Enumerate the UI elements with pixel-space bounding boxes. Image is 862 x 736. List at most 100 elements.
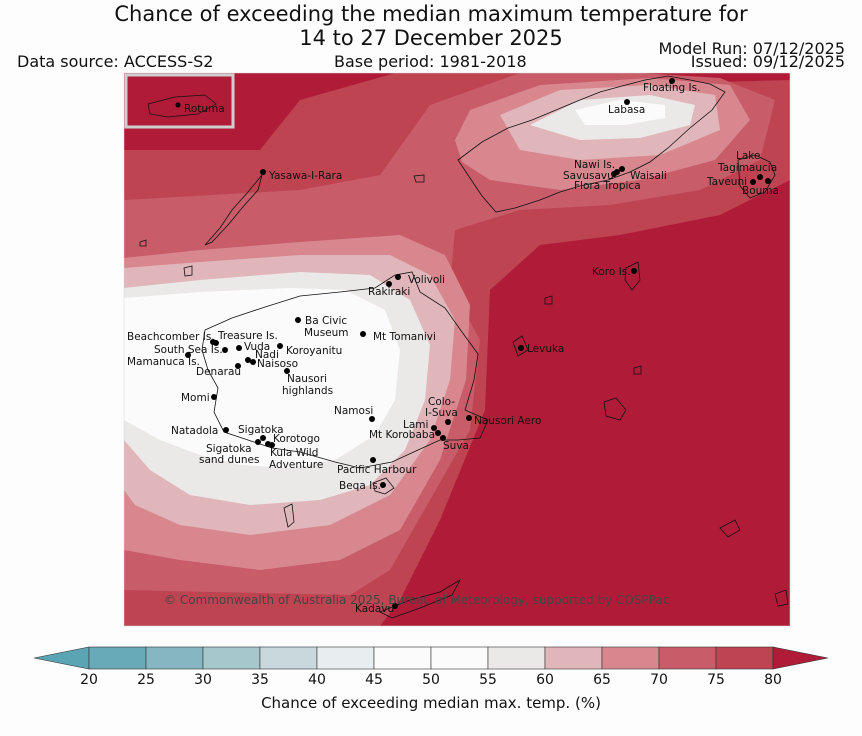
tick-label: 30 [194, 672, 212, 688]
title-line-1: Chance of exceeding the median maximum t… [114, 2, 748, 26]
colorbar-segment [715, 646, 774, 670]
label-lake: Lake [736, 150, 760, 162]
tick-label: 20 [80, 672, 98, 688]
tick-label: 60 [536, 672, 554, 688]
taveuni-coast [737, 154, 776, 199]
koro-coast [624, 261, 641, 291]
marker-koroyanitu [277, 343, 283, 349]
label-adventure: Adventure [269, 459, 323, 471]
label-lami: Lami [403, 419, 428, 431]
marker-suva [440, 435, 446, 441]
marker-waisali [614, 169, 620, 175]
label-nausori-aero: Nausori Aero [474, 415, 541, 427]
colorbar-segment [430, 646, 489, 670]
marker-mt-korobaba [435, 430, 441, 436]
label-i-suva: I-Suva [425, 407, 458, 419]
label-museum: Museum [304, 327, 349, 339]
title-line-2: 14 to 27 December 2025 [299, 26, 563, 50]
marker-denarau [235, 363, 241, 369]
label-bouma: Bouma [742, 185, 779, 197]
copyright-notice: © Commonwealth of Australia 2025, Bureau… [164, 593, 669, 607]
label-namosi: Namosi [334, 405, 373, 417]
label-denarau: Denarau [196, 366, 241, 378]
label-highlands: highlands [282, 385, 333, 397]
label-savusavu: Savusavu [563, 170, 614, 182]
marker-lake-tagimaucia [757, 174, 763, 180]
label-colo: Colo- [428, 396, 455, 408]
marker-sigatoka [260, 435, 266, 441]
tick-label: 75 [707, 672, 725, 688]
colorbar-segment [487, 646, 546, 670]
tick-label: 50 [422, 672, 440, 688]
map-frame [123, 72, 791, 627]
marker-volivoli [395, 274, 401, 280]
marker-taveuni [750, 179, 756, 185]
rotuma-marker [175, 102, 181, 108]
marker-bouma [765, 178, 771, 184]
lau-island-2 [719, 519, 741, 538]
colorbar-segment [658, 646, 717, 670]
vanua-levu-coast [457, 75, 726, 213]
small-island-3 [544, 295, 553, 305]
rotuma-inset: Rotuma [124, 73, 235, 129]
label-beachcomber-is: Beachcomber Is. [127, 331, 215, 343]
model-run: Model Run: 07/12/2025 [658, 39, 846, 58]
tick-label: 45 [365, 672, 383, 688]
label-volivoli: Volivoli [408, 274, 445, 286]
colorbar [33, 646, 829, 670]
label-yasawa-i-rara: Yasawa-I-Rara [268, 170, 342, 182]
lau-island-3 [774, 589, 789, 607]
marker-nausori-aero [466, 415, 472, 421]
marker-floating-is [669, 78, 675, 84]
yasawa-coast [204, 174, 263, 246]
label-momi: Momi [181, 392, 210, 404]
colorbar-segment [259, 646, 318, 670]
label-floating-is: Floating Is. [643, 82, 700, 94]
mamanuca-island [283, 503, 295, 528]
colorbar-segment [544, 646, 603, 670]
base-period: Base period: 1981-2018 [334, 52, 527, 71]
label-ba-civic: Ba Civic [305, 315, 347, 327]
label-natadola: Natadola [171, 425, 218, 437]
marker-kadavu [392, 603, 398, 609]
marker-namosi [369, 416, 375, 422]
label-koroyanitu: Koroyanitu [286, 345, 342, 357]
marker-lami [431, 425, 437, 431]
marker-mamanuca-is [185, 352, 191, 358]
marker-treasure-is [213, 340, 219, 346]
label-korotogo: Korotogo [273, 433, 320, 445]
label-labasa: Labasa [608, 104, 645, 116]
marker-nausori-highlands [284, 368, 290, 374]
contour-50 [124, 100, 665, 468]
place-markers [185, 78, 771, 609]
ovalau-coast [512, 335, 529, 357]
colorbar-label: Chance of exceeding median max. temp. (%… [261, 694, 601, 712]
marker-ba-civic-museum [295, 317, 301, 323]
marker-south-sea-is [222, 347, 228, 353]
colorbar-extend-low [33, 646, 90, 670]
chart-title: Chance of exceeding the median maximum t… [0, 2, 862, 50]
label-waisali: Waisali [630, 170, 667, 182]
label-mt-korobaba: Mt Korobaba [369, 429, 435, 441]
small-island-4 [633, 365, 642, 375]
colorbar-segment [373, 646, 432, 670]
marker-beqa-is [380, 482, 386, 488]
rotuma-coast [147, 94, 217, 118]
issued-date: Issued: 09/12/2025 [690, 52, 845, 71]
label-mt-tomanivi: Mt Tomanivi [373, 331, 436, 343]
label-suva: Suva [443, 440, 469, 452]
marker-mt-tomanivi [360, 331, 366, 337]
probability-contours [124, 73, 790, 626]
rotuma-label: Rotuma [184, 103, 225, 115]
marker-natadola [223, 427, 229, 433]
marker-rakiraki [386, 281, 392, 287]
marker-nadi [245, 357, 251, 363]
small-island-2 [413, 174, 425, 183]
colorbar-segment [88, 646, 147, 670]
inset-frame [124, 73, 235, 129]
tick-label: 80 [764, 672, 782, 688]
marker-sigatoka-sand-dunes [255, 439, 261, 445]
marker-labasa [624, 99, 630, 105]
label-koro-is: Koro Is. [592, 266, 631, 278]
